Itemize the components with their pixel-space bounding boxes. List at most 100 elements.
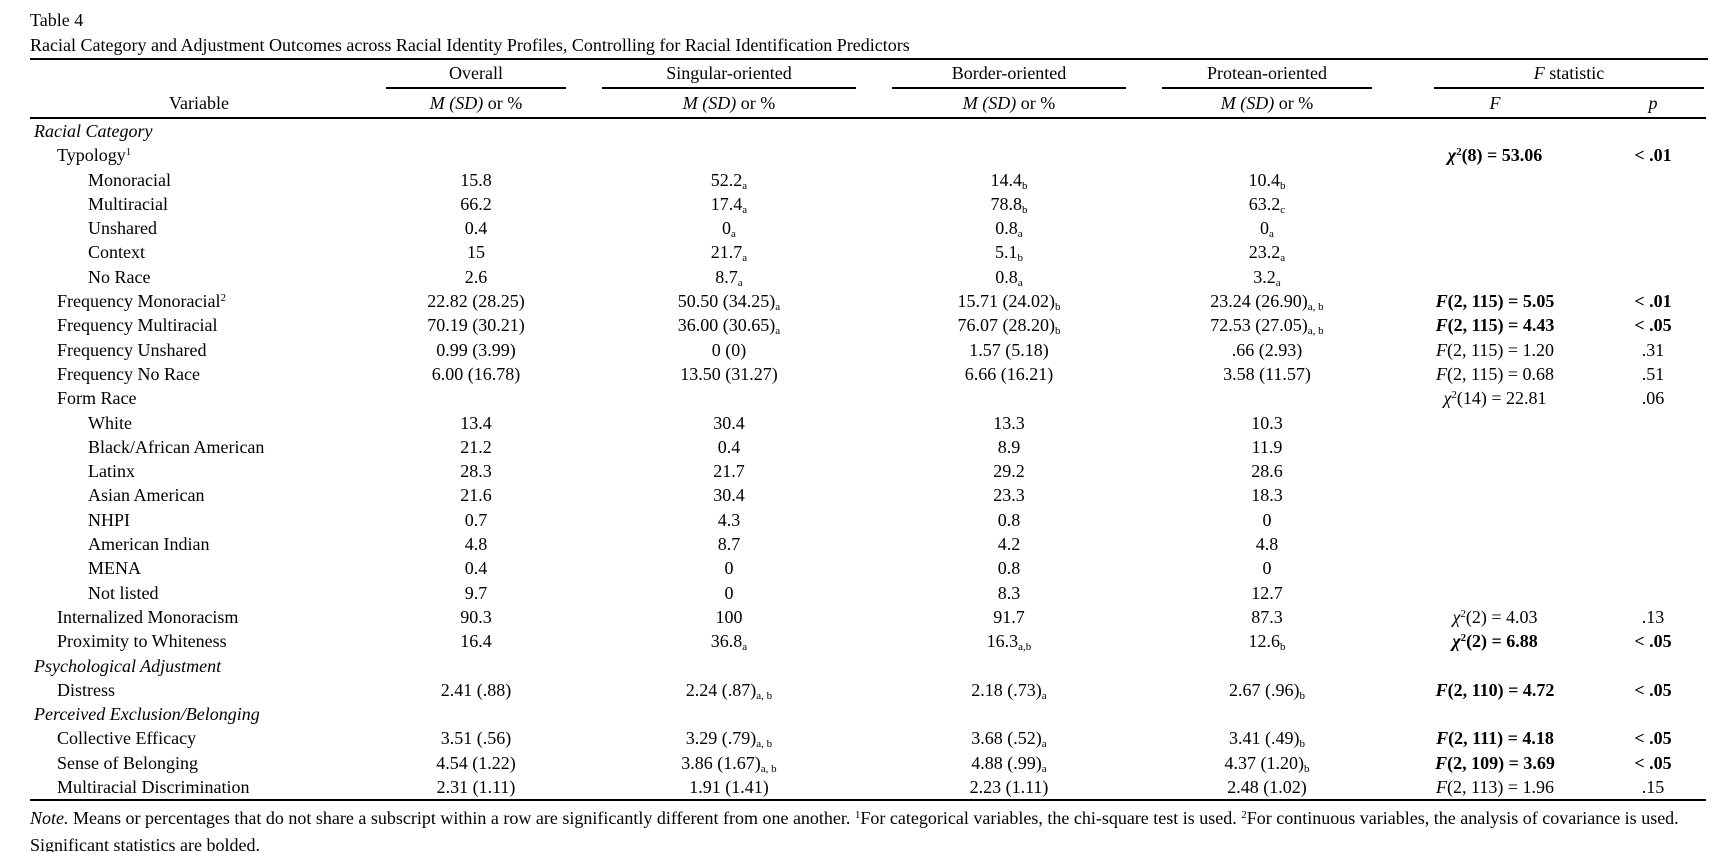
cell-border: 3.68 (.52)a <box>971 728 1047 751</box>
row-label: Racial Category <box>34 121 153 141</box>
f-symbol: F <box>1436 777 1447 798</box>
cell-protean <box>1144 702 1390 726</box>
cell-singular <box>584 654 874 678</box>
group-header-singular: Singular-oriented <box>584 60 874 89</box>
cell-protean: 10.4b <box>1248 169 1286 192</box>
group-header-protean: Protean-oriented <box>1144 60 1390 89</box>
table-note: Note. Means or percentages that do not s… <box>30 808 1679 852</box>
cell-singular: 50.50 (34.25)a <box>677 291 781 314</box>
cell-protean <box>1144 118 1390 143</box>
f-symbol: F <box>1436 339 1447 360</box>
row-label: Frequency Unshared <box>57 339 207 360</box>
cell-protean: 23.2a <box>1248 242 1286 265</box>
table-row: Not listed 9.7 0 8.3 12.7 <box>30 581 1706 605</box>
cell-overall: 4.54 (1.22) <box>436 752 516 773</box>
cell-border: 8.3 <box>997 582 1021 603</box>
cell-border: 0.8a <box>995 266 1023 289</box>
table-row: Unshared 0.4 0a 0.8a 0a <box>30 216 1706 240</box>
row-label: White <box>88 412 132 433</box>
cell-overall: 3.51 (.56) <box>440 728 512 749</box>
table-row: Frequency Multiracial 70.19 (30.21) 36.00 … <box>30 313 1706 337</box>
cell-p-value <box>1600 168 1706 192</box>
cell-p-value: < .05 <box>1634 679 1672 700</box>
f-symbol: F <box>1435 679 1448 700</box>
apa-table: Overall Singular-oriented Border-oriente… <box>30 60 1706 802</box>
row-label: MENA <box>88 558 141 579</box>
row-label: Frequency Monoracial2 <box>57 291 226 312</box>
cell-protean: .66 (2.93) <box>1231 339 1303 360</box>
table-row: Latinx 28.3 21.7 29.2 28.6 <box>30 459 1706 483</box>
cell-singular: 30.4 <box>713 412 745 433</box>
row-label: Distress <box>57 679 115 700</box>
chi-symbol: χ <box>1443 388 1452 409</box>
cell-f-statistic: F(2, 115) = 1.20 <box>1436 339 1554 360</box>
cell-singular: 36.00 (30.65)a <box>677 315 781 338</box>
row-label: Monoracial <box>88 169 171 190</box>
cell-p-value <box>1600 702 1706 726</box>
cell-protean: 0a <box>1260 218 1274 241</box>
cell-f-statistic <box>1390 654 1600 678</box>
table-row: No Race 2.6 8.7a 0.8a 3.2a <box>30 265 1706 289</box>
f-symbol: F <box>1436 363 1447 384</box>
cell-overall <box>368 702 584 726</box>
row-label: Typology1 <box>57 145 132 166</box>
cell-protean: 28.6 <box>1251 461 1283 482</box>
cell-border: 23.3 <box>993 485 1025 506</box>
cell-overall: 15 <box>467 242 485 263</box>
cell-singular <box>584 702 874 726</box>
cell-singular: 21.7 <box>713 461 745 482</box>
row-label: Asian American <box>88 485 205 506</box>
cell-protean <box>1144 143 1390 167</box>
f-symbol: F <box>1436 728 1449 749</box>
table-row: Proximity to Whiteness 16.4 36.8a 16.3a,b 12… <box>30 629 1706 653</box>
table-row: Distress 2.41 (.88) 2.24 (.87)a, b 2.18 (.7… <box>30 678 1706 702</box>
cell-singular: 21.7a <box>710 242 748 265</box>
cell-p-value: < .01 <box>1634 291 1672 312</box>
cell-border: 0.8 <box>997 558 1021 579</box>
cell-f-statistic: χ2(2) = 4.03 <box>1452 606 1538 627</box>
cell-f-statistic <box>1390 581 1600 605</box>
cell-border <box>874 143 1144 167</box>
row-label: Latinx <box>88 461 135 482</box>
cell-p-value: < .05 <box>1634 315 1672 336</box>
column-header-variable: Variable <box>30 89 368 119</box>
cell-protean: 87.3 <box>1251 606 1283 627</box>
cell-singular: 4.3 <box>717 509 741 530</box>
chi-symbol: χ <box>1447 145 1457 166</box>
cell-border: 6.66 (16.21) <box>964 363 1054 384</box>
row-label: Black/African American <box>88 436 265 457</box>
table-title: Racial Category and Adjustment Outcomes … <box>30 33 1708 60</box>
cell-f-statistic <box>1390 240 1600 264</box>
cell-f-statistic: F(2, 109) = 3.69 <box>1435 752 1555 773</box>
cell-border: 78.8b <box>990 193 1028 216</box>
cell-f-statistic <box>1390 483 1600 507</box>
cell-p-value <box>1600 411 1706 435</box>
cell-border: 2.18 (.73)a <box>971 679 1047 702</box>
cell-singular: 1.91 (1.41) <box>584 775 874 802</box>
cell-singular <box>584 118 874 143</box>
cell-p-value <box>1600 118 1706 143</box>
column-header-border-msd: M (SD) or % <box>874 89 1144 119</box>
cell-p-value <box>1600 240 1706 264</box>
table-row: MENA 0.4 0 0.8 0 <box>30 556 1706 580</box>
cell-singular: 3.86 (1.67)a, b <box>681 752 777 775</box>
footnote-1-marker: 1 <box>854 809 861 822</box>
cell-f-statistic <box>1390 532 1600 556</box>
column-header-singular-msd: M (SD) or % <box>584 89 874 119</box>
table-row: Multiracial 66.2 17.4a 78.8b 63.2c <box>30 192 1706 216</box>
cell-overall <box>368 143 584 167</box>
cell-border: 0.8a <box>995 218 1023 241</box>
column-header-overall-msd: M (SD) or % <box>368 89 584 119</box>
table-row: Psychological Adjustment <box>30 654 1706 678</box>
cell-protean: 4.37 (1.20)b <box>1224 752 1310 775</box>
cell-f-statistic: χ2(2) = 6.88 <box>1452 631 1538 652</box>
cell-overall <box>368 654 584 678</box>
chi-symbol: χ <box>1452 631 1461 652</box>
cell-overall: 2.6 <box>464 266 488 287</box>
row-label: Frequency Multiracial <box>57 315 218 336</box>
cell-border <box>874 654 1144 678</box>
cell-overall: 13.4 <box>460 412 492 433</box>
row-label: Multiracial Discrimination <box>30 775 368 802</box>
cell-overall <box>368 386 584 410</box>
